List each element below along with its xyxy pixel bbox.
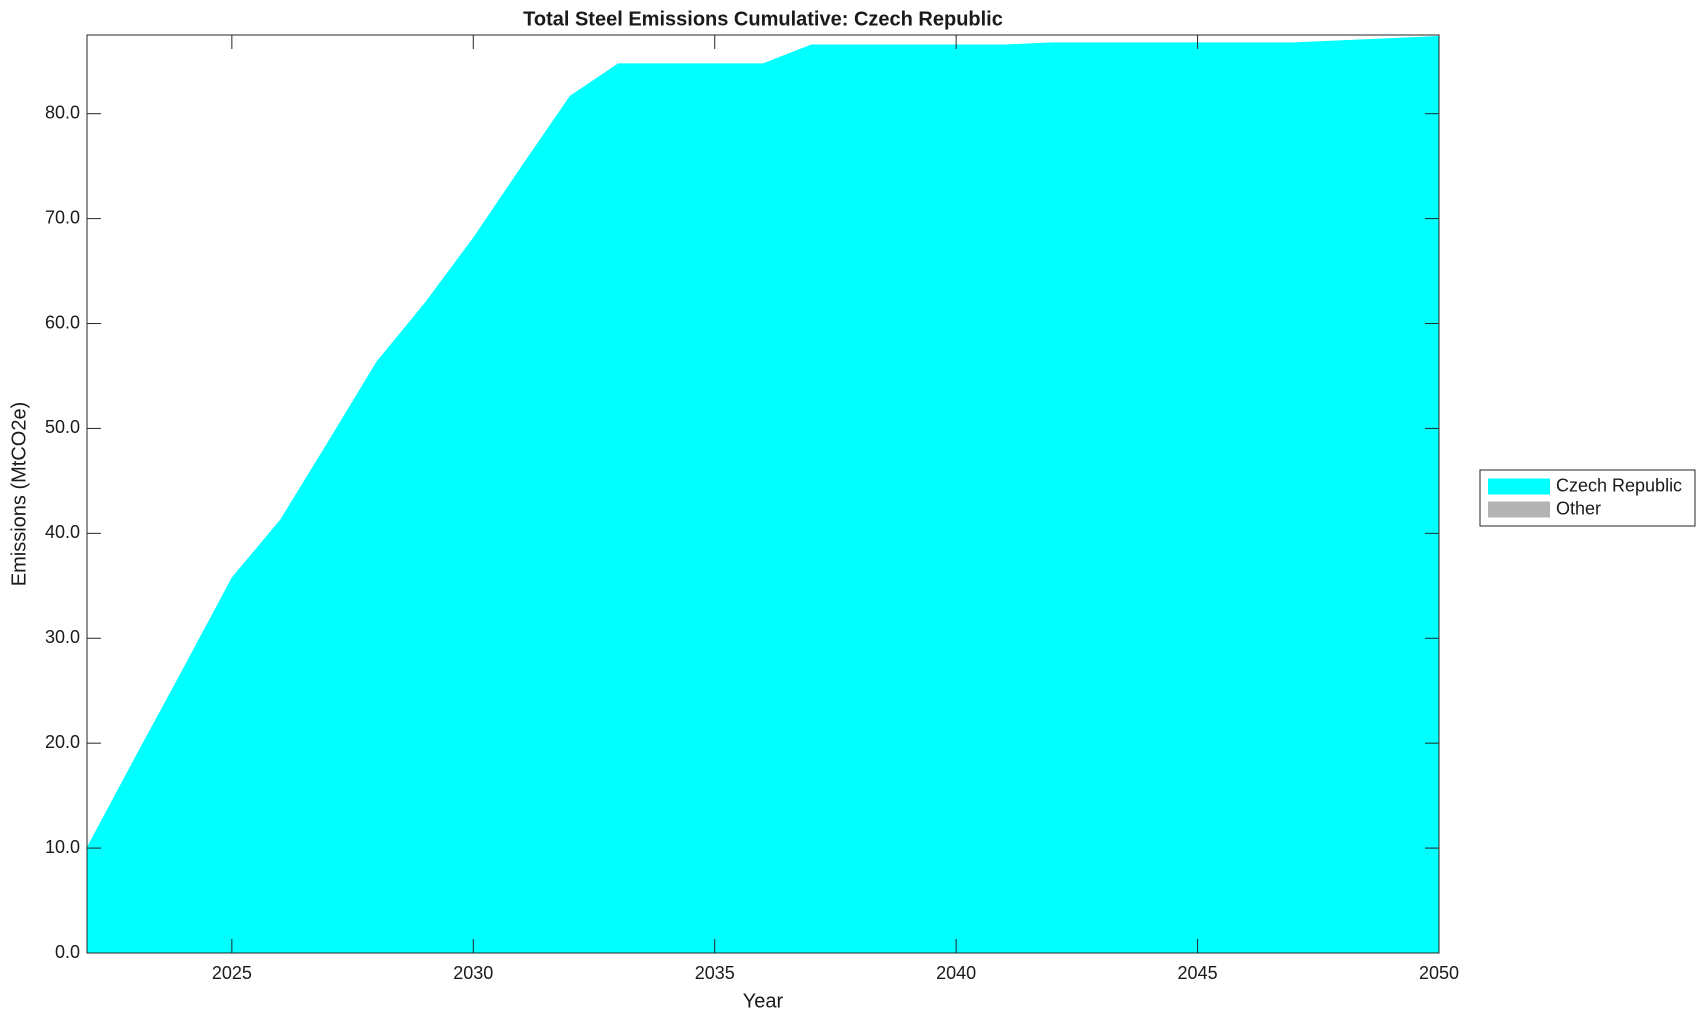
y-tick-label: 60.0	[45, 312, 80, 332]
y-tick-label: 0.0	[55, 942, 80, 962]
x-tick-label: 2050	[1419, 963, 1459, 983]
legend-swatch	[1488, 501, 1550, 518]
area	[87, 36, 1439, 954]
y-tick-label: 40.0	[45, 522, 80, 542]
y-tick-label: 50.0	[45, 417, 80, 437]
y-tick-label: 70.0	[45, 207, 80, 227]
legend-label: Czech Republic	[1556, 475, 1682, 495]
y-tick-label: 20.0	[45, 732, 80, 752]
y-tick-label: 10.0	[45, 837, 80, 857]
x-tick-label: 2030	[453, 963, 493, 983]
legend-swatch	[1488, 478, 1550, 495]
chart-title: Total Steel Emissions Cumulative: Czech …	[523, 8, 1003, 30]
x-tick-label: 2025	[212, 963, 252, 983]
y-axis-label: Emissions (MtCO2e)	[8, 402, 30, 586]
y-tick-label: 80.0	[45, 102, 80, 122]
x-tick-label: 2045	[1178, 963, 1218, 983]
x-tick-label: 2040	[936, 963, 976, 983]
legend-label: Other	[1556, 498, 1601, 518]
x-tick-label: 2035	[695, 963, 735, 983]
y-tick-label: 30.0	[45, 627, 80, 647]
x-axis-label: Year	[743, 990, 784, 1012]
plot-frame	[86, 34, 1440, 954]
